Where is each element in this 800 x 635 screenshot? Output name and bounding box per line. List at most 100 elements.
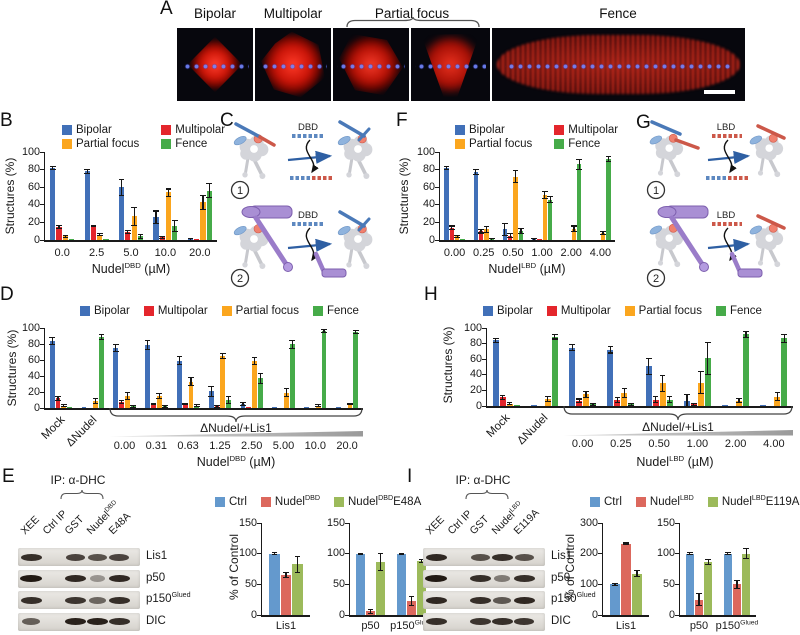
protein-band: [87, 553, 107, 561]
legend-item: NudelLBD: [635, 494, 694, 508]
legend-item: Multipolar: [546, 305, 611, 317]
blot-row-label: p50: [146, 571, 166, 584]
bar-chart-b: 0 20 40 60 80 100 0.0 2.5 5.0 10.0 20.0: [0, 144, 235, 269]
protein-band: [491, 553, 513, 561]
blot-strip: [423, 548, 545, 566]
legend-label: Partial focus: [76, 138, 140, 150]
panel-label-h: H: [424, 284, 438, 305]
protein-band: [470, 618, 491, 625]
protein-band: [469, 596, 491, 604]
blot-row-label: p150Glued: [146, 591, 191, 605]
legend-item: Partial focus: [455, 138, 532, 150]
legend-label: NudelLBDE119A: [721, 494, 800, 508]
legend-item: Fence: [715, 305, 762, 317]
ip-brace-e: [60, 490, 104, 499]
lis1-group-brace-h: [563, 406, 793, 420]
micrograph-bipolar: [177, 28, 253, 101]
legend-panel-h: Bipolar Multipolar Partial focus Fence: [483, 305, 762, 317]
legend-item: Multipolar: [143, 305, 208, 317]
protein-band: [89, 575, 105, 582]
legend-swatch: [635, 497, 646, 507]
legend-label: Fence: [326, 305, 359, 317]
legend-label: Bipolar: [497, 305, 533, 317]
legend-label: Bipolar: [76, 124, 112, 136]
legend-label: Fence: [568, 138, 601, 150]
legend-panel-f: Bipolar Multipolar Partial focus Fence: [455, 124, 618, 150]
protein-band: [64, 618, 87, 625]
panel-label-a: A: [160, 0, 173, 19]
category-title-partialfocus: Partial focus: [374, 6, 450, 21]
protein-band: [64, 575, 86, 582]
bar-chart-i-lis1: 0 100 200 300 Lis1: [571, 515, 655, 633]
legend-item: NudelDBD: [260, 494, 320, 508]
bar-chart-f: 0 20 40 60 80 100 0.00 0.25 0.50 1.00 2.00 4.00: [395, 144, 635, 269]
legend-item: Partial focus: [624, 305, 702, 317]
protein-band: [426, 618, 447, 625]
legend-item: Bipolar: [80, 305, 130, 317]
legend-swatch: [546, 306, 557, 316]
protein-band: [513, 575, 535, 582]
legend-label: Multipolar: [568, 124, 619, 136]
legend-item: NudelLBDE119A: [707, 494, 800, 508]
micrograph-multipolar: [255, 28, 331, 101]
blot-row-label: p150Glued: [551, 591, 596, 605]
protein-band: [108, 575, 130, 582]
protein-band: [88, 596, 107, 604]
legend-label: NudelDBDE48A: [348, 494, 422, 508]
protein-band: [108, 618, 130, 625]
chromosome-dots: [336, 60, 406, 70]
panel-label-f: F: [396, 110, 408, 131]
panel-label-i: I: [407, 466, 413, 487]
bar-chart-h: 0 20 40 60 80 100 Mock ΔNudel 0.00 0.25 0.50 1.00 2.…: [405, 320, 800, 455]
legend-item: Bipolar: [62, 124, 139, 136]
legend-item: NudelDBDE48A: [334, 494, 422, 508]
blot-strip: [18, 591, 140, 609]
step-2-label: 2: [237, 273, 243, 285]
protein-band: [425, 575, 448, 582]
x-axis-label-f: NudelLBD (µM): [488, 260, 566, 276]
legend-swatch: [483, 306, 493, 316]
legend-swatch: [260, 497, 271, 507]
protein-band: [514, 618, 535, 625]
dbd-label-1: DBD: [298, 122, 318, 133]
legend-swatch: [455, 125, 465, 135]
legend-label: Bipolar: [469, 124, 505, 136]
legend-label: NudelLBD: [649, 494, 694, 508]
protein-band: [513, 596, 535, 604]
protein-band: [20, 575, 43, 582]
protein-band: [21, 553, 42, 561]
legend-swatch: [312, 306, 323, 316]
legend-swatch: [62, 125, 72, 135]
legend-swatch: [455, 139, 465, 149]
chromosome-dots: [504, 60, 733, 70]
legend-swatch: [215, 497, 225, 507]
legend-swatch: [221, 306, 232, 316]
legend-label: Fence: [729, 305, 762, 317]
legend-swatch: [334, 497, 344, 507]
legend-panel-d: Bipolar Multipolar Partial focus Fence: [80, 305, 359, 317]
legend-item: Fence: [554, 138, 618, 150]
panel-label-b: B: [0, 110, 13, 131]
legend-item: Partial focus: [221, 305, 299, 317]
legend-swatch: [715, 306, 726, 316]
protein-band: [470, 553, 490, 561]
legend-swatch: [707, 497, 718, 507]
legend-label: NudelDBD: [274, 494, 320, 508]
bar-chart-d: 0 20 40 60 80 100 Mock ΔNudel 0.00 0.31 0.63 1.25 2.…: [0, 320, 400, 455]
protein-band: [108, 596, 130, 604]
legend-item: Partial focus: [62, 138, 139, 150]
legend-item: Multipolar: [161, 124, 225, 136]
category-title-fence: Fence: [599, 6, 637, 21]
diagram-lbd-mechanism: LBD 1 LBD 2: [646, 120, 786, 288]
legend-swatch: [590, 497, 600, 507]
legend-label: Partial focus: [235, 305, 299, 317]
x-axis-label-h: NudelLBD (µM): [636, 453, 714, 469]
panel-label-c: C: [220, 110, 234, 131]
legend-swatch: [62, 139, 72, 149]
chromosome-dots: [180, 60, 250, 70]
legend-label: Ctrl: [604, 496, 622, 508]
western-blot-e: IP: α-DHC XEE Ctrl IP GST NudelDBD E48A Lis1 p…: [0, 468, 205, 635]
legend-swatch: [161, 139, 172, 149]
